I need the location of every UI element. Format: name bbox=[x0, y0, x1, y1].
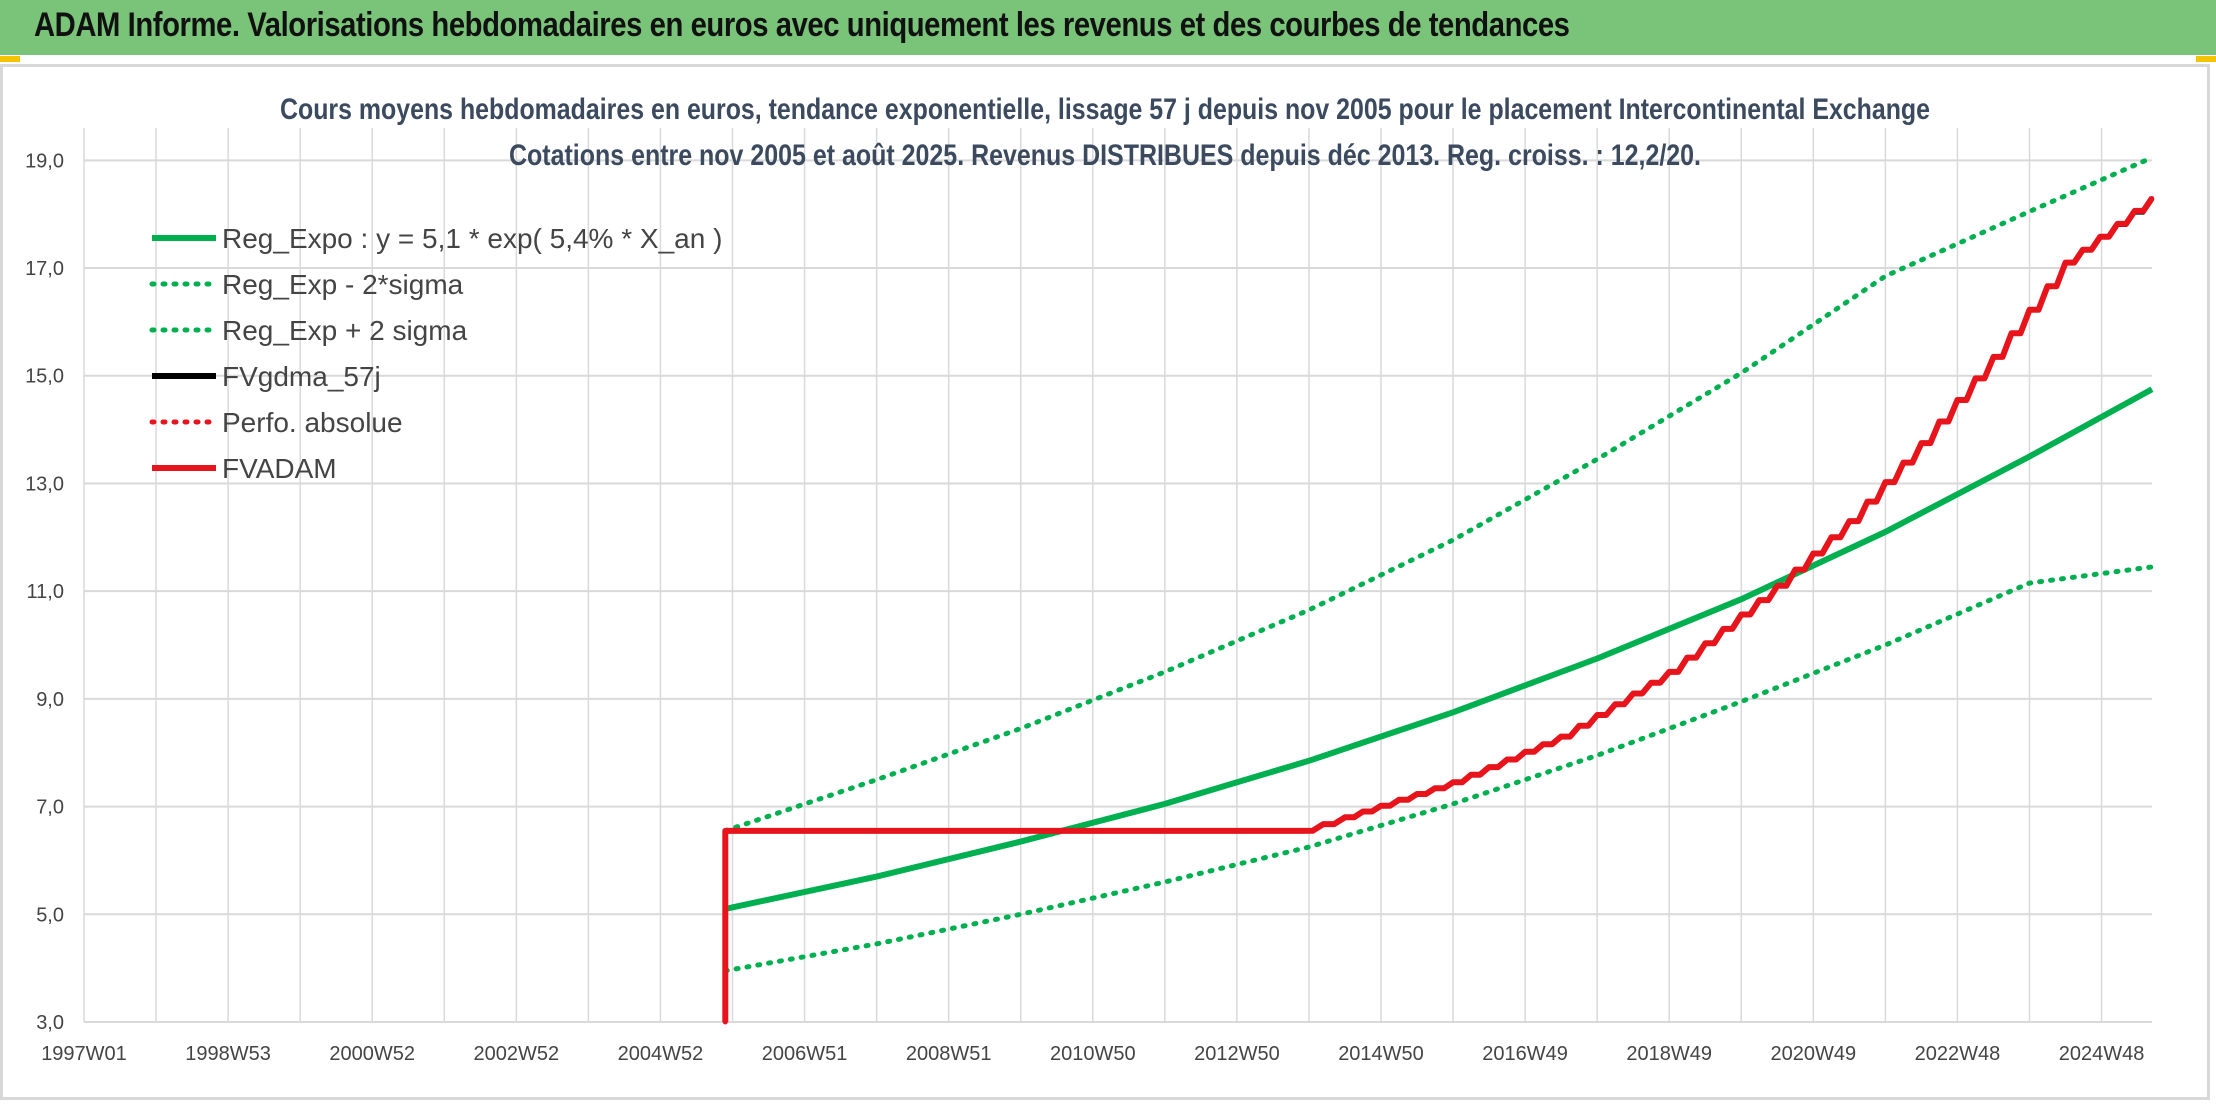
legend-label: Reg_Exp - 2*sigma bbox=[222, 269, 464, 300]
x-tick-label: 1997W01 bbox=[41, 1043, 127, 1065]
legend-label: FVgdma_57j bbox=[222, 361, 381, 392]
trend-upper-band bbox=[722, 155, 2155, 834]
x-tick-label: 2014W50 bbox=[1338, 1043, 1424, 1065]
legend-label: FVADAM bbox=[222, 453, 337, 484]
x-tick-label: 2020W49 bbox=[1771, 1043, 1857, 1065]
x-tick-label: 2008W51 bbox=[906, 1043, 992, 1065]
x-tick-label: 2016W49 bbox=[1482, 1043, 1568, 1065]
x-tick-label: 2006W51 bbox=[762, 1043, 848, 1065]
tick-layer: 3,0 5,0 7,0 9,0 11,0 13,0 15,0 17,0 19,0 1997W01 1… bbox=[25, 150, 2144, 1065]
legend-label: Perfo. absolue bbox=[222, 407, 403, 438]
smoothed-line bbox=[723, 199, 2154, 1022]
y-tick-label: 7,0 bbox=[36, 797, 64, 819]
x-tick-label: 1998W53 bbox=[185, 1043, 271, 1065]
corner-mark-left bbox=[0, 56, 20, 62]
legend: Reg_Expo : y = 5,1 * exp( 5,4% * X_an ) R… bbox=[149, 223, 722, 484]
x-tick-label: 2002W52 bbox=[474, 1043, 560, 1065]
x-tick-label: 2024W48 bbox=[2059, 1043, 2145, 1065]
y-tick-label: 15,0 bbox=[25, 366, 64, 388]
report-banner: ADAM Informe. Valorisations hebdomadaire… bbox=[0, 0, 2216, 58]
x-tick-label: 2012W50 bbox=[1194, 1043, 1280, 1065]
y-tick-label: 5,0 bbox=[36, 904, 64, 926]
x-tick-label: 2010W50 bbox=[1050, 1043, 1136, 1065]
chart-title-line1: Cours moyens hebdomadaires en euros, ten… bbox=[280, 93, 1930, 126]
perfo-absolue-line bbox=[722, 195, 2155, 1025]
corner-mark-right bbox=[2196, 56, 2216, 62]
y-tick-label: 13,0 bbox=[25, 473, 64, 495]
x-tick-label: 2000W52 bbox=[329, 1043, 415, 1065]
y-tick-label: 17,0 bbox=[25, 258, 64, 280]
report-title: ADAM Informe. Valorisations hebdomadaire… bbox=[34, 6, 1570, 44]
fvadam-line bbox=[722, 196, 2155, 1022]
y-tick-label: 3,0 bbox=[36, 1012, 64, 1034]
chart-frame bbox=[0, 64, 2210, 1100]
trend-lower-band bbox=[722, 564, 2155, 974]
grid-layer bbox=[83, 128, 2152, 1023]
y-tick-label: 19,0 bbox=[25, 150, 64, 172]
x-tick-label: 2022W48 bbox=[1915, 1043, 2001, 1065]
legend-label: Reg_Expo : y = 5,1 * exp( 5,4% * X_an ) bbox=[222, 223, 722, 254]
legend-label: Reg_Exp + 2 sigma bbox=[222, 315, 468, 346]
y-tick-label: 9,0 bbox=[36, 689, 64, 711]
y-tick-label: 11,0 bbox=[27, 581, 64, 603]
x-tick-label: 2018W49 bbox=[1626, 1043, 1712, 1065]
x-tick-label: 2004W52 bbox=[618, 1043, 704, 1065]
series-layer bbox=[722, 155, 2155, 1025]
trend-line bbox=[724, 386, 2154, 912]
chart-title-line2: Cotations entre nov 2005 et août 2025. R… bbox=[509, 139, 1701, 172]
